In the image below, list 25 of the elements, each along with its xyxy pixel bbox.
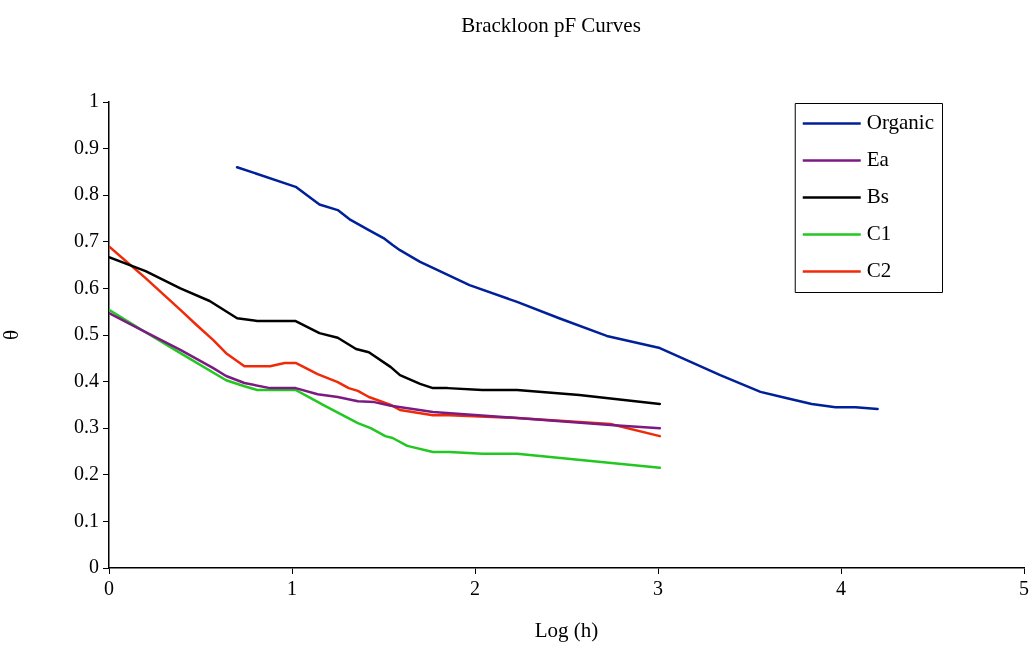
y-tick-label: 0.3 (74, 415, 99, 438)
x-tick-label: 0 (104, 577, 114, 600)
y-tick-label: 0.2 (74, 462, 99, 485)
y-tick-label: 1 (89, 89, 99, 112)
y-axis-title: θ (0, 329, 24, 341)
legend-label: Organic (866, 110, 935, 135)
x-tick-label: 5 (1019, 577, 1029, 600)
y-tick-label: 0 (89, 555, 99, 578)
x-axis-title: Log (h) (534, 617, 599, 642)
y-tick-label: 0.9 (74, 135, 99, 158)
chart-title: Brackloon pF Curves (461, 12, 641, 37)
legend-label: Ea (866, 147, 890, 172)
x-tick-label: 4 (836, 577, 846, 600)
x-tick-label: 2 (470, 577, 480, 600)
x-tick-label: 1 (287, 577, 297, 600)
x-tick-label: 3 (653, 577, 663, 600)
y-tick-label: 0.1 (74, 508, 99, 531)
legend-label: C2 (866, 258, 892, 283)
y-tick-label: 0.4 (74, 368, 99, 391)
legend-label: C1 (866, 221, 892, 246)
y-tick-label: 0.6 (74, 275, 99, 298)
y-tick-label: 0.8 (74, 182, 99, 205)
y-tick-label: 0.7 (74, 229, 99, 252)
legend-label: Bs (866, 184, 889, 209)
y-tick-label: 0.5 (74, 322, 99, 345)
